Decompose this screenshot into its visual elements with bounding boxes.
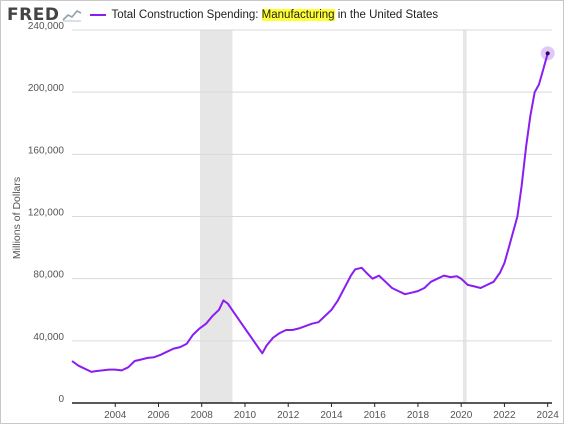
y-axis-ticks: 0 40,000 80,000 120,000 160,000 200,000 240,00… (28, 21, 65, 405)
title-highlight: Manufacturing (261, 9, 335, 21)
x-tick-label: 2024 (537, 410, 560, 421)
gridlines (72, 29, 552, 342)
chart-title: Total Construction Spending: Manufacturi… (111, 9, 438, 21)
x-axis-ticks: 2004 2006 2008 2010 2012 2014 2016 2018 2020 2022… (104, 403, 559, 421)
x-tick-label: 2006 (147, 410, 170, 421)
x-tick-label: 2018 (407, 410, 430, 421)
title-suffix: in the United States (334, 9, 439, 21)
series-layer (71, 46, 555, 373)
y-tick-label: 40,000 (33, 332, 64, 343)
y-tick-label: 0 (58, 394, 64, 405)
x-tick-label: 2020 (450, 410, 473, 421)
series-line-0 (71, 53, 549, 373)
last-point-marker[interactable] (545, 51, 550, 56)
y-axis-label: Millions of Dollars (11, 177, 23, 259)
y-tick-label: 120,000 (28, 208, 65, 219)
legend-line-swatch (90, 14, 107, 16)
y-tick-label: 80,000 (33, 270, 64, 281)
x-tick-label: 2010 (234, 410, 257, 421)
x-tick-label: 2014 (320, 410, 343, 421)
x-tick-label: 2022 (493, 410, 516, 421)
x-tick-label: 2008 (191, 410, 214, 421)
x-tick-label: 2016 (364, 410, 387, 421)
y-tick-label: 240,000 (28, 21, 65, 32)
chart-header: FRED Total Construction Spending: Manufa… (7, 4, 438, 26)
x-tick-label: 2012 (277, 410, 300, 421)
y-tick-label: 160,000 (28, 145, 65, 156)
title-prefix: Total Construction Spending: (111, 9, 262, 21)
fred-logo[interactable]: FRED (7, 5, 60, 25)
y-tick-label: 200,000 (28, 83, 65, 94)
line-chart-icon (62, 10, 82, 22)
x-tick-label: 2004 (104, 410, 127, 421)
